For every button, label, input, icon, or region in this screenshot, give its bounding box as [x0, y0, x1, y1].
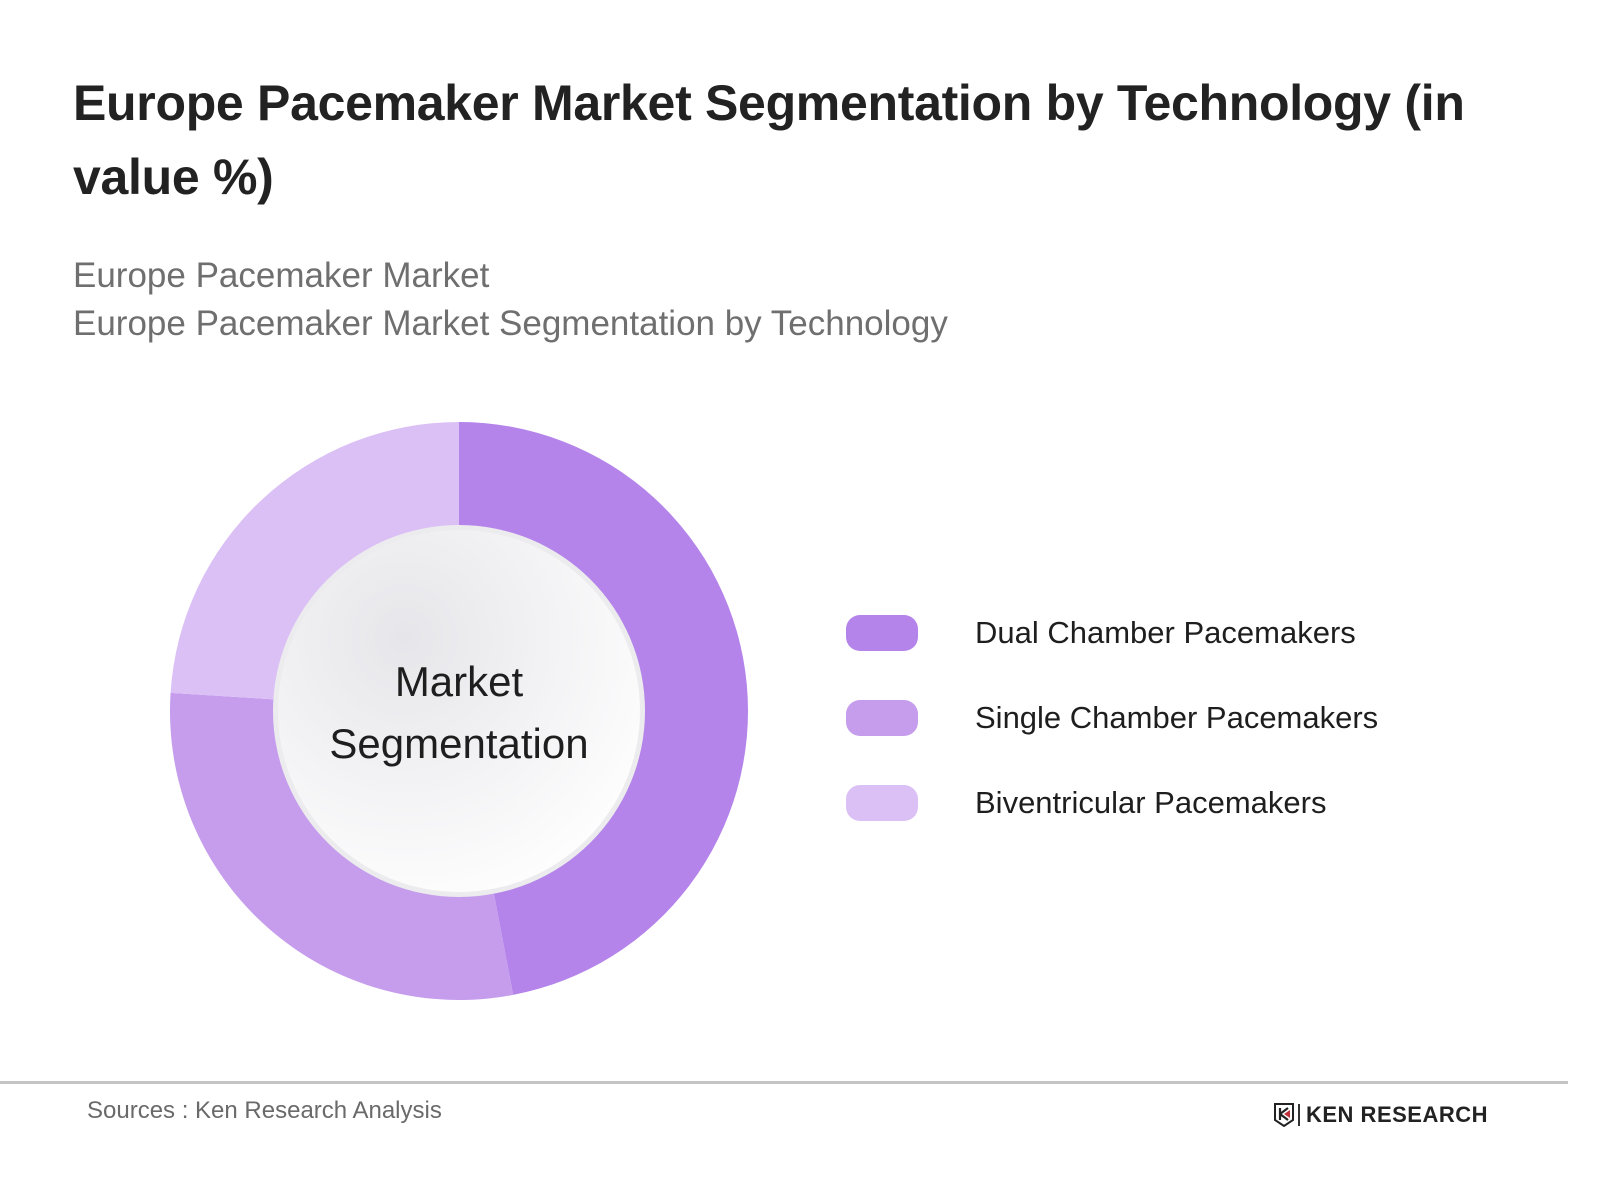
- footer-divider: [0, 1081, 1568, 1084]
- ken-research-logo-icon: [1274, 1103, 1294, 1127]
- chart-legend: Dual Chamber Pacemakers Single Chamber P…: [846, 590, 1378, 845]
- donut-chart: Market Segmentation: [160, 412, 760, 1012]
- chart-subtitle: Europe Pacemaker Market Europe Pacemaker…: [73, 252, 948, 348]
- legend-item-single-chamber: Single Chamber Pacemakers: [846, 675, 1378, 760]
- center-label-line-1: Market: [394, 658, 524, 705]
- legend-item-biventricular: Biventricular Pacemakers: [846, 760, 1378, 845]
- legend-swatch-biventricular: [846, 784, 918, 821]
- center-label: Market Segmentation: [279, 533, 639, 893]
- legend-swatch-dual-chamber: [846, 614, 918, 651]
- subtitle-line-1: Europe Pacemaker Market: [73, 256, 490, 295]
- center-circle: [278, 530, 640, 892]
- legend-label: Dual Chamber Pacemakers: [975, 614, 1356, 650]
- source-note: Sources : Ken Research Analysis: [87, 1097, 442, 1124]
- center-label-line-2: Segmentation: [329, 720, 589, 767]
- legend-item-dual-chamber: Dual Chamber Pacemakers: [846, 590, 1378, 675]
- legend-label: Biventricular Pacemakers: [975, 784, 1327, 820]
- legend-swatch-single-chamber: [846, 699, 918, 736]
- subtitle-line-2: Europe Pacemaker Market Segmentation by …: [73, 304, 948, 343]
- ken-research-logo: KEN RESEARCH: [1274, 1102, 1488, 1128]
- logo-separator: [1298, 1104, 1300, 1126]
- page-title: Europe Pacemaker Market Segmentation by …: [73, 75, 1465, 205]
- donut-chart-svg: [169, 422, 749, 1001]
- logo-text: KEN RESEARCH: [1306, 1102, 1489, 1127]
- legend-label: Single Chamber Pacemakers: [975, 699, 1379, 735]
